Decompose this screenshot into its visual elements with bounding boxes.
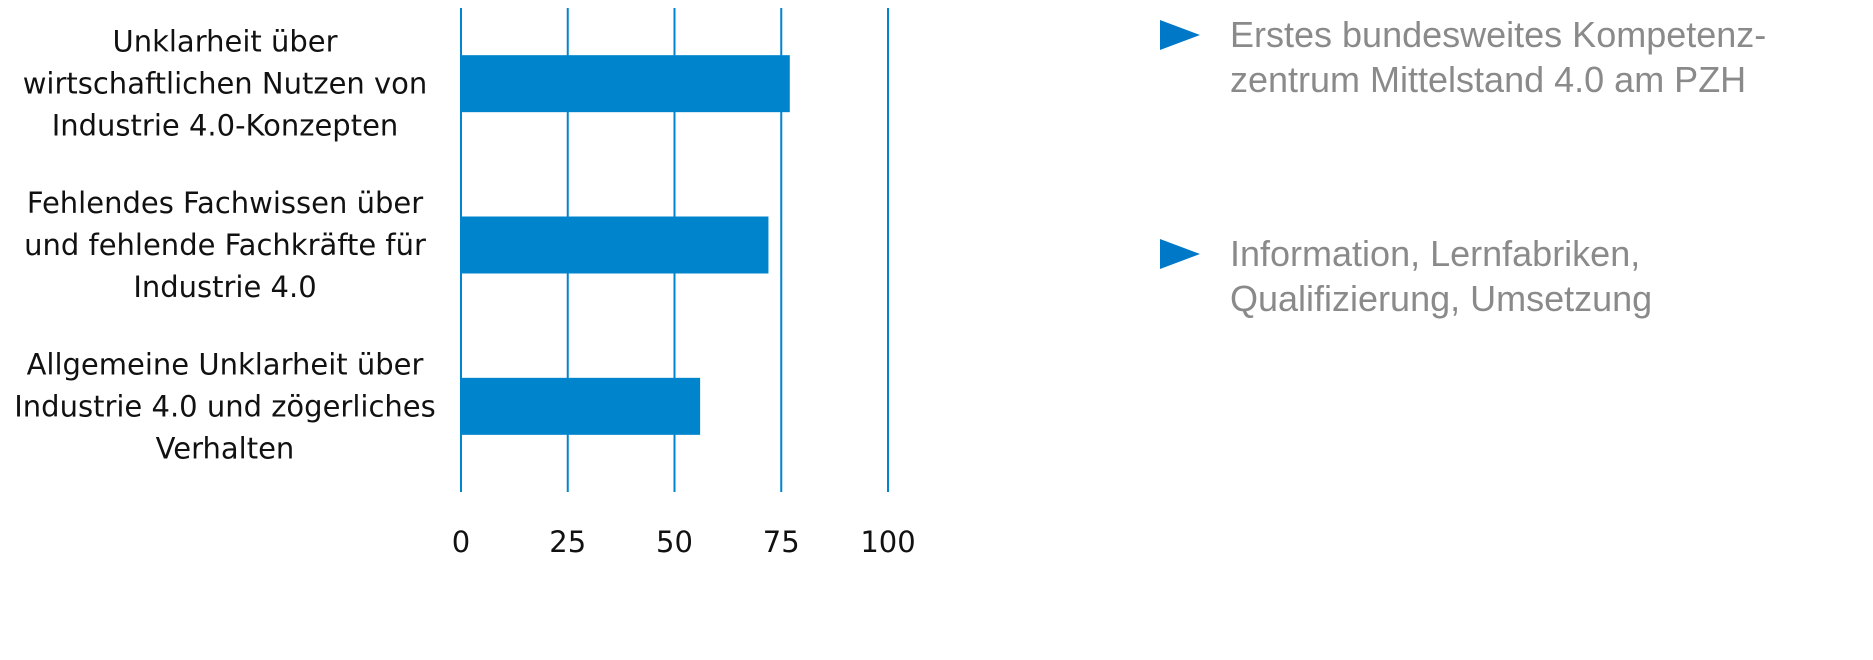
triangle-bullet-icon	[1160, 20, 1200, 50]
x-tick-label: 50	[656, 525, 693, 559]
triangle-bullet-icon	[1160, 239, 1200, 269]
bullet-item-competence-center: Erstes bundesweites Kompetenz- zentrum M…	[1160, 12, 1860, 102]
category-label: Unklarheit über wirtschaftlichen Nutzen v…	[23, 25, 428, 143]
category-label: Fehlendes Fachwissen über und fehlende Fa…	[24, 186, 426, 304]
x-tick-label: 25	[549, 525, 586, 559]
bullet-item-information: Information, Lernfabriken, Qualifizierun…	[1160, 231, 1860, 321]
x-tick-label: 0	[452, 525, 470, 559]
x-tick-label: 75	[763, 525, 800, 559]
bullet-text: Information, Lernfabriken, Qualifizierun…	[1230, 233, 1653, 319]
bar-chart: 0 25 50 75 100 Unklarheit über wirtschaftliche…	[14, 8, 916, 559]
bar	[461, 55, 790, 113]
x-tick-label: 100	[860, 525, 915, 559]
category-label: Allgemeine Unklarheit über Industrie 4.0 …	[14, 347, 436, 465]
bullet-text: Erstes bundesweites Kompetenz- zentrum M…	[1230, 14, 1767, 100]
bar	[461, 216, 769, 274]
bar	[461, 377, 701, 435]
